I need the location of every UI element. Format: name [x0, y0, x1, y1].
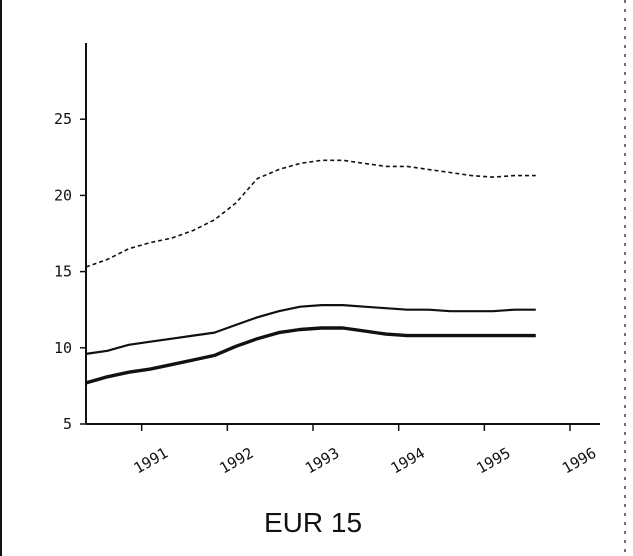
- series-line-3: [85, 326, 536, 385]
- chart-caption: EUR 15: [264, 507, 362, 538]
- y-tick-label: 25: [54, 110, 72, 128]
- x-tick-label: 1991: [131, 444, 171, 478]
- series-line-1: [85, 159, 536, 268]
- series-line-2: [85, 304, 536, 355]
- y-tick-label: 10: [54, 339, 72, 357]
- x-tick-label: 1993: [302, 444, 342, 478]
- x-tick-label: 1992: [216, 444, 256, 478]
- y-tick-label: 15: [54, 263, 72, 281]
- y-tick-label: 20: [54, 186, 72, 204]
- x-tick-label: 1994: [388, 444, 428, 478]
- plot-area: 5 10 15 20 25 1991 1992 1993 1994 1995 1996: [54, 43, 600, 477]
- x-tick-label: 1996: [559, 444, 599, 478]
- y-tick-label: 5: [63, 415, 72, 433]
- x-tick-label: 1995: [473, 444, 513, 478]
